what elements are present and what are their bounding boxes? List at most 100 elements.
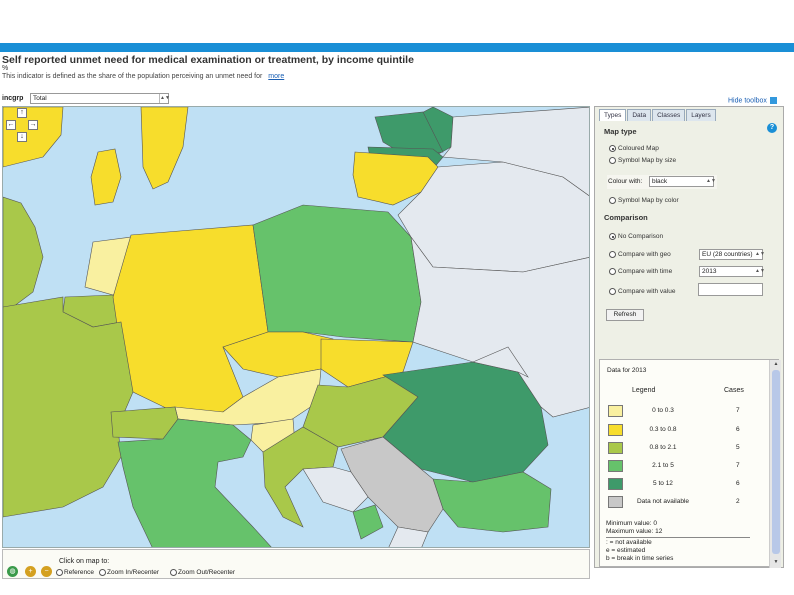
legend-swatch bbox=[608, 460, 623, 472]
country-belarus[interactable] bbox=[397, 161, 590, 273]
option-zoom-out[interactable]: Zoom Out/Recenter bbox=[170, 569, 235, 576]
legend-range: 0.3 to 0.8 bbox=[649, 426, 677, 433]
chevron-down-icon: ▲▼ bbox=[755, 268, 765, 274]
country-norway[interactable] bbox=[3, 107, 64, 168]
option-symbol-color[interactable]: Symbol Map by color bbox=[609, 197, 679, 204]
comparison-heading: Comparison bbox=[604, 213, 648, 222]
tab-data[interactable]: Data bbox=[627, 109, 652, 121]
option-no-comparison[interactable]: No Comparison bbox=[609, 233, 663, 240]
radio-icon bbox=[609, 197, 616, 204]
country-bulgaria[interactable] bbox=[432, 471, 552, 533]
radio-icon bbox=[609, 157, 616, 164]
legend-range: 5 to 12 bbox=[653, 480, 673, 487]
incgrp-label: incgrp bbox=[2, 95, 24, 102]
country-croatia[interactable] bbox=[262, 426, 339, 528]
pan-left-icon[interactable]: ← bbox=[6, 120, 16, 130]
radio-icon bbox=[170, 569, 177, 576]
legend-row: 0.3 to 0.8 6 bbox=[608, 424, 768, 436]
pan-right-icon[interactable]: → bbox=[28, 120, 38, 130]
choropleth-map[interactable] bbox=[2, 106, 590, 548]
legend-cases: 7 bbox=[736, 462, 740, 469]
legend-column-header: Legend bbox=[632, 387, 656, 394]
header-accent-bar bbox=[0, 43, 794, 52]
globe-icon[interactable]: ◍ bbox=[7, 566, 18, 577]
zoom-out-icon[interactable]: − bbox=[41, 566, 52, 577]
country-bosnia[interactable] bbox=[302, 466, 369, 513]
country-denmark[interactable] bbox=[90, 148, 122, 206]
compare-value-input[interactable] bbox=[698, 283, 763, 296]
legend-cases: 6 bbox=[736, 480, 740, 487]
scroll-down-icon[interactable]: ▼ bbox=[773, 559, 779, 565]
toolbox-tabs: Types Data Classes Layers bbox=[599, 109, 717, 121]
refresh-button[interactable]: Refresh bbox=[606, 309, 644, 321]
country-italy[interactable] bbox=[117, 418, 273, 548]
radio-icon bbox=[56, 569, 63, 576]
scroll-thumb[interactable] bbox=[772, 370, 780, 554]
help-icon[interactable]: ? bbox=[767, 123, 777, 133]
data-heading: Data for 2013 bbox=[607, 367, 647, 374]
tab-classes[interactable]: Classes bbox=[652, 109, 686, 121]
option-coloured-map[interactable]: Coloured Map bbox=[609, 145, 659, 152]
chevron-down-icon: ▲▼ bbox=[159, 94, 170, 103]
data-legend-box: Data for 2013 Legend Cases 0 to 0.3 7 0.… bbox=[599, 359, 779, 567]
legend-swatch bbox=[608, 496, 623, 508]
indicator-description: This indicator is defined as the share o… bbox=[2, 73, 284, 80]
legend-range: 2.1 to 5 bbox=[652, 462, 674, 469]
colour-with-select[interactable]: black ▲▼ bbox=[649, 176, 716, 187]
legend-swatch bbox=[608, 442, 623, 454]
minimum-value: Minimum value: 0 bbox=[606, 520, 657, 527]
maximum-value: Maximum value: 12 bbox=[606, 528, 663, 535]
option-compare-geo[interactable]: Compare with geo bbox=[609, 251, 671, 258]
tab-layers[interactable]: Layers bbox=[686, 109, 716, 121]
option-zoom-in[interactable]: Zoom In/Recenter bbox=[99, 569, 159, 576]
note-estimated: e = estimated bbox=[606, 547, 646, 554]
compare-geo-select[interactable]: EU (28 countries) ▲▼ bbox=[699, 249, 765, 260]
legend-range: 0 to 0.3 bbox=[652, 407, 674, 414]
pan-down-icon[interactable]: ↓ bbox=[17, 132, 27, 142]
radio-selected-icon bbox=[609, 145, 616, 152]
radio-icon bbox=[99, 569, 106, 576]
country-moldova[interactable] bbox=[472, 346, 529, 378]
radio-icon bbox=[609, 288, 616, 295]
country-ukraine[interactable] bbox=[410, 236, 590, 418]
country-macedonia[interactable] bbox=[388, 526, 429, 548]
map-pan-controls: ↑ ← → ↓ bbox=[4, 108, 40, 142]
legend-swatch bbox=[608, 478, 623, 490]
option-symbol-size[interactable]: Symbol Map by size bbox=[609, 157, 676, 164]
legend-range: 0.8 to 2.1 bbox=[649, 444, 677, 451]
option-reference[interactable]: Reference bbox=[56, 569, 94, 576]
click-on-map-label: Click on map to: bbox=[59, 558, 110, 565]
description-text: This indicator is defined as the share o… bbox=[2, 73, 263, 80]
country-sweden[interactable] bbox=[140, 107, 189, 190]
legend-cases: 5 bbox=[736, 444, 740, 451]
country-lithuania[interactable] bbox=[352, 151, 439, 206]
zoom-in-icon[interactable]: + bbox=[25, 566, 36, 577]
legend-swatch bbox=[608, 424, 623, 436]
hide-toolbox-link[interactable]: Hide toolbox bbox=[728, 97, 777, 104]
option-compare-value[interactable]: Compare with value bbox=[609, 288, 675, 295]
tab-types[interactable]: Types bbox=[599, 109, 627, 121]
legend-range: Data not available bbox=[636, 498, 690, 505]
unit-label: % bbox=[2, 65, 9, 72]
page-title: Self reported unmet need for medical exa… bbox=[2, 54, 414, 66]
colour-with-label: Colour with: bbox=[608, 178, 643, 185]
chevron-down-icon: ▲▼ bbox=[706, 178, 716, 184]
legend-cases: 6 bbox=[736, 426, 740, 433]
country-france[interactable] bbox=[3, 296, 134, 518]
panel-scrollbar[interactable]: ▲ ▼ bbox=[769, 360, 781, 568]
incgrp-select[interactable]: Total ▲▼ bbox=[30, 93, 170, 104]
option-compare-time[interactable]: Compare with time bbox=[609, 268, 672, 275]
colour-with-row: Colour with: black ▲▼ bbox=[607, 175, 717, 189]
map-click-toolbar: ◍ + − Click on map to: Reference Zoom In… bbox=[2, 549, 590, 579]
country-russia[interactable] bbox=[442, 107, 590, 197]
pan-up-icon[interactable]: ↑ bbox=[17, 108, 27, 118]
scroll-up-icon[interactable]: ▲ bbox=[773, 361, 779, 367]
legend-row: 2.1 to 5 7 bbox=[608, 460, 768, 472]
incgrp-value: Total bbox=[33, 95, 47, 102]
country-poland[interactable] bbox=[252, 204, 422, 343]
more-link[interactable]: more bbox=[268, 73, 285, 80]
country-montenegro[interactable] bbox=[352, 504, 384, 540]
toolbox-toggle-icon bbox=[769, 97, 777, 104]
cases-column-header: Cases bbox=[724, 387, 744, 394]
compare-time-select[interactable]: 2013 ▲▼ bbox=[699, 266, 765, 277]
